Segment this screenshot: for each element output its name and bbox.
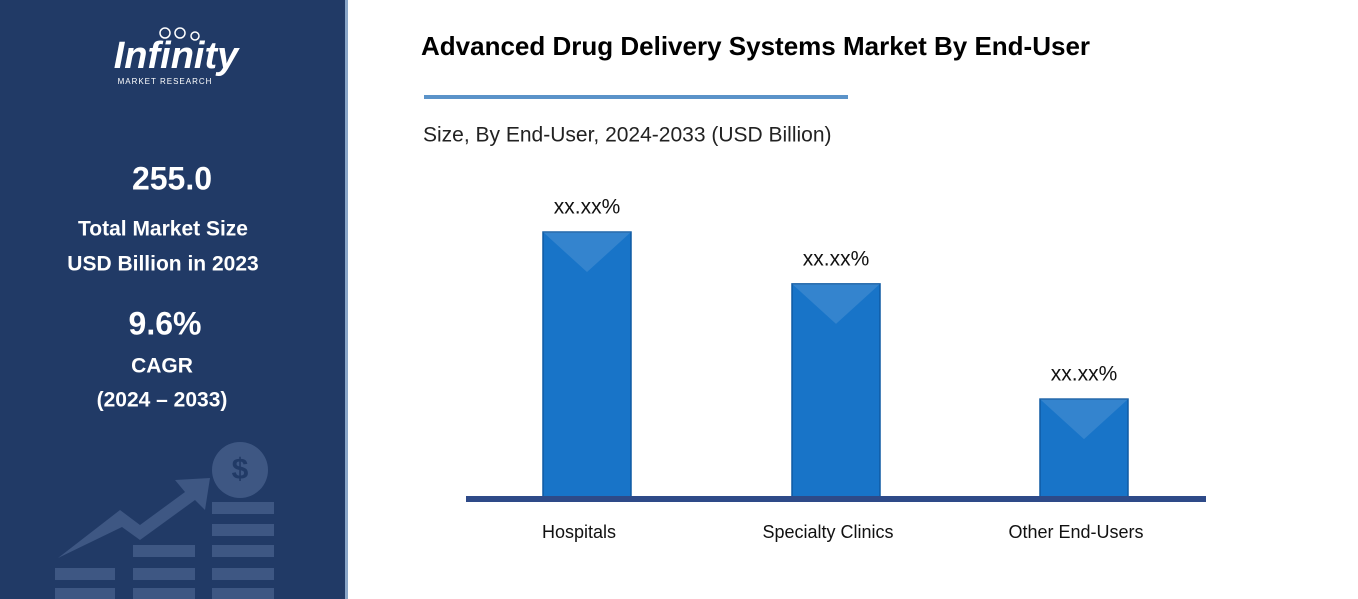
bar — [791, 283, 881, 498]
logo-sub: MARKET RESEARCH — [118, 77, 213, 86]
logo: Infinity — [114, 35, 240, 77]
bar-bevel — [792, 283, 880, 324]
value-label: xx.xx% — [803, 247, 870, 270]
x-tick-label: Other End-Users — [1008, 522, 1143, 542]
dollar-icon: $ — [232, 453, 249, 486]
market-size-label: USD Billion in 2023 — [67, 253, 258, 276]
bar-bevel — [543, 232, 631, 273]
sidebar — [0, 0, 345, 599]
cagr-period: (2024 – 2033) — [97, 389, 228, 412]
sidebar-border — [345, 0, 348, 599]
chart-title: Advanced Drug Delivery Systems Market By… — [421, 31, 1090, 61]
baseline — [466, 496, 1206, 502]
growth-icon — [55, 442, 274, 599]
cagr-label: CAGR — [131, 355, 193, 378]
cagr: 9.6% — [129, 305, 202, 341]
x-tick-label: Specialty Clinics — [762, 522, 893, 542]
chart-subtitle: Size, By End-User, 2024-2033 (USD Billio… — [423, 124, 832, 147]
title-underline — [424, 95, 848, 99]
market-size: 255.0 — [132, 160, 212, 196]
logo-mark — [159, 27, 200, 41]
x-tick-label: Hospitals — [542, 522, 616, 542]
bar — [542, 231, 632, 498]
value-label: xx.xx% — [554, 196, 621, 219]
bar-bevel — [1040, 399, 1128, 440]
plot: xx.xx% Hospitals xx.xx% Specialty Clinics xx… — [542, 196, 1144, 542]
value-label: xx.xx% — [1051, 363, 1118, 386]
market-size-label: Total Market Size — [78, 218, 248, 241]
